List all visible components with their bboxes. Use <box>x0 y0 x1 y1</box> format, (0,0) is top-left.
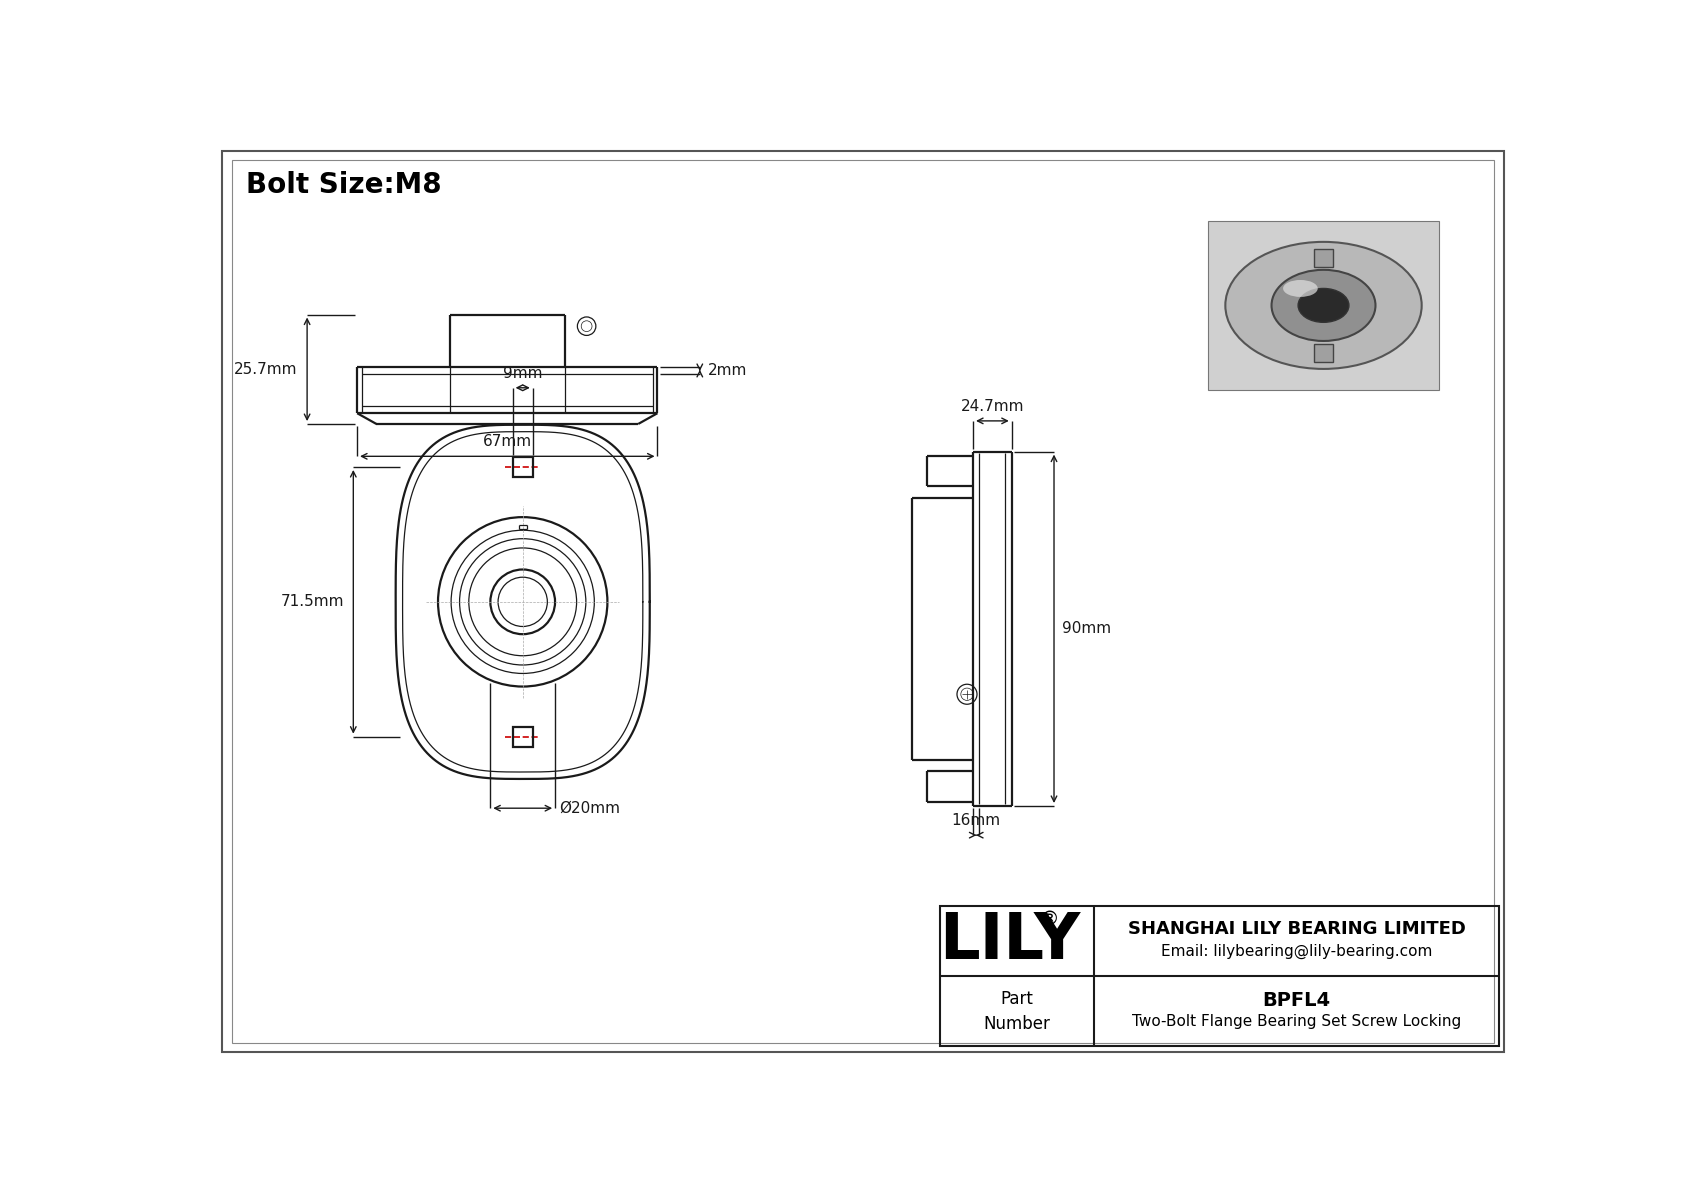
Bar <box>512 457 532 478</box>
Bar <box>1207 220 1440 391</box>
Ellipse shape <box>1283 280 1319 297</box>
Text: ®: ® <box>1039 910 1059 929</box>
Text: 24.7mm: 24.7mm <box>960 399 1024 414</box>
Bar <box>1314 343 1332 362</box>
Text: BPFL4: BPFL4 <box>1263 991 1330 1010</box>
Ellipse shape <box>1298 288 1349 323</box>
Ellipse shape <box>1226 242 1421 369</box>
Text: 90mm: 90mm <box>1061 622 1111 636</box>
Text: Bolt Size:M8: Bolt Size:M8 <box>246 170 441 199</box>
Text: 9mm: 9mm <box>504 366 542 381</box>
Text: 25.7mm: 25.7mm <box>234 362 298 376</box>
Text: 67mm: 67mm <box>483 435 532 449</box>
Text: Two-Bolt Flange Bearing Set Screw Locking: Two-Bolt Flange Bearing Set Screw Lockin… <box>1132 1015 1462 1029</box>
Text: Ø20mm: Ø20mm <box>559 800 621 816</box>
Text: 2mm: 2mm <box>707 363 748 378</box>
Bar <box>512 727 532 747</box>
Text: LILY: LILY <box>938 910 1079 972</box>
Text: 71.5mm: 71.5mm <box>281 594 344 610</box>
Text: Email: lilybearing@lily-bearing.com: Email: lilybearing@lily-bearing.com <box>1160 944 1433 960</box>
Text: SHANGHAI LILY BEARING LIMITED: SHANGHAI LILY BEARING LIMITED <box>1128 919 1465 937</box>
Ellipse shape <box>1271 270 1376 341</box>
Bar <box>1314 249 1332 267</box>
Text: Part
Number: Part Number <box>983 990 1051 1033</box>
Bar <box>940 906 1499 1046</box>
Text: 16mm: 16mm <box>951 813 1000 828</box>
